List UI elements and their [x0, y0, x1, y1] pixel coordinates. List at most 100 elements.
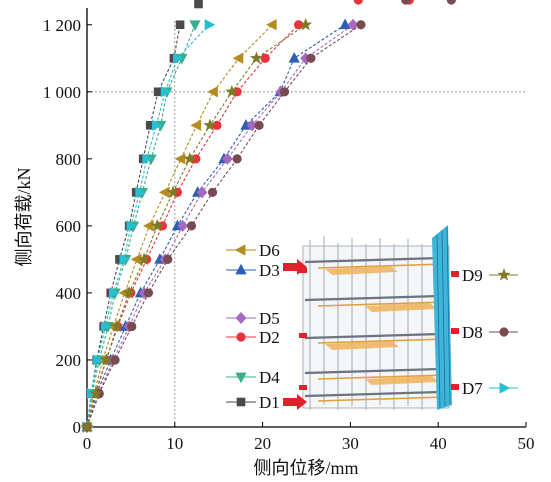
x-tick-label: 40 — [430, 434, 447, 453]
data-point — [158, 186, 170, 198]
data-point — [288, 52, 300, 63]
data-point — [196, 186, 208, 199]
data-point — [249, 51, 263, 64]
data-point — [254, 120, 264, 130]
data-point — [99, 353, 113, 366]
data-point — [126, 220, 138, 232]
data-point — [93, 354, 104, 366]
data-point — [110, 355, 120, 365]
data-point — [142, 153, 153, 165]
data-point — [174, 153, 186, 165]
data-point — [347, 18, 359, 31]
data-point — [401, 0, 411, 5]
legend-item-D3: D3 — [226, 261, 280, 280]
data-point — [143, 288, 154, 298]
data-point — [119, 253, 131, 265]
data-point — [108, 287, 120, 299]
legend-item-D7: D7 — [462, 379, 518, 398]
data-point — [207, 86, 218, 98]
data-point — [183, 151, 197, 165]
legend-item-D6: D6 — [226, 241, 280, 260]
data-point — [356, 20, 366, 30]
data-point — [266, 19, 277, 31]
data-point — [101, 320, 112, 333]
data-point — [225, 84, 239, 98]
data-point — [232, 154, 242, 164]
series-line — [86, 24, 306, 428]
x-tick-label: 50 — [518, 434, 535, 453]
legend-item-D1: D1 — [226, 393, 280, 412]
data-point — [260, 53, 270, 63]
legend-label: D9 — [462, 266, 483, 285]
x-axis-title: 侧向位移/mm — [253, 458, 358, 478]
legend-marker — [497, 268, 511, 281]
legend-marker — [234, 244, 246, 256]
data-point — [446, 0, 456, 5]
legend-marker — [235, 312, 247, 324]
data-point — [279, 87, 290, 97]
data-point — [204, 19, 216, 31]
frame-sketch — [302, 225, 452, 410]
legend-label: D5 — [259, 309, 280, 328]
y-tick-label: 800 — [56, 150, 82, 169]
y-tick-label: 0 — [73, 418, 82, 437]
data-point — [293, 20, 304, 30]
legend-label: D3 — [259, 261, 280, 280]
legend-marker — [236, 397, 246, 407]
x-tick-label: 20 — [254, 434, 271, 453]
legend-label: D8 — [462, 323, 483, 342]
data-point — [177, 219, 189, 232]
legend-item-D9: D9 — [462, 266, 518, 285]
series-layer — [80, 0, 456, 434]
series-D9 — [80, 17, 313, 433]
y-axis-title: 侧向荷载/kN — [14, 167, 34, 266]
data-point — [175, 20, 185, 30]
data-point — [122, 286, 136, 299]
legend-label: D7 — [462, 379, 483, 398]
legend-item-D2: D2 — [226, 328, 280, 347]
data-point — [299, 17, 313, 31]
data-point — [186, 221, 197, 231]
legend-marker — [235, 372, 247, 384]
legend-marker — [236, 332, 246, 342]
data-point — [212, 120, 222, 130]
legend-marker — [235, 263, 247, 275]
legend-label: D6 — [259, 241, 280, 260]
data-point — [89, 386, 103, 400]
inset-right-labels: D9 D8 D7 — [462, 266, 518, 398]
data-point — [339, 18, 351, 30]
data-point — [306, 53, 316, 63]
data-point — [80, 420, 94, 433]
y-tick-label: 1 000 — [43, 83, 81, 102]
data-point — [353, 0, 363, 5]
data-point — [151, 119, 163, 131]
data-point — [207, 187, 218, 197]
legend-label: D4 — [259, 368, 280, 387]
legend-marker — [499, 382, 511, 394]
data-point — [232, 52, 244, 64]
data-point — [135, 186, 146, 198]
y-tick-label: 1 200 — [43, 16, 81, 35]
data-point — [166, 185, 180, 198]
legend-marker — [499, 327, 509, 337]
sensor-arrows — [283, 259, 459, 410]
axes — [86, 8, 526, 428]
tick-layer: 0 10 20 30 40 50 0 200 400 600 800 1 000 1 200 — [43, 16, 535, 453]
legend-label: D1 — [259, 393, 280, 412]
data-point — [222, 152, 233, 165]
data-point — [163, 254, 173, 264]
data-point — [150, 219, 164, 232]
legend-item-D5: D5 — [226, 309, 280, 328]
data-point — [160, 86, 172, 98]
y-tick-label: 400 — [56, 284, 82, 303]
data-point — [203, 118, 217, 131]
data-point — [189, 20, 201, 32]
x-tick-label: 0 — [83, 434, 92, 453]
data-point — [173, 52, 184, 64]
x-tick-label: 30 — [342, 434, 359, 453]
x-tick-label: 10 — [166, 434, 183, 453]
data-point — [127, 321, 137, 332]
